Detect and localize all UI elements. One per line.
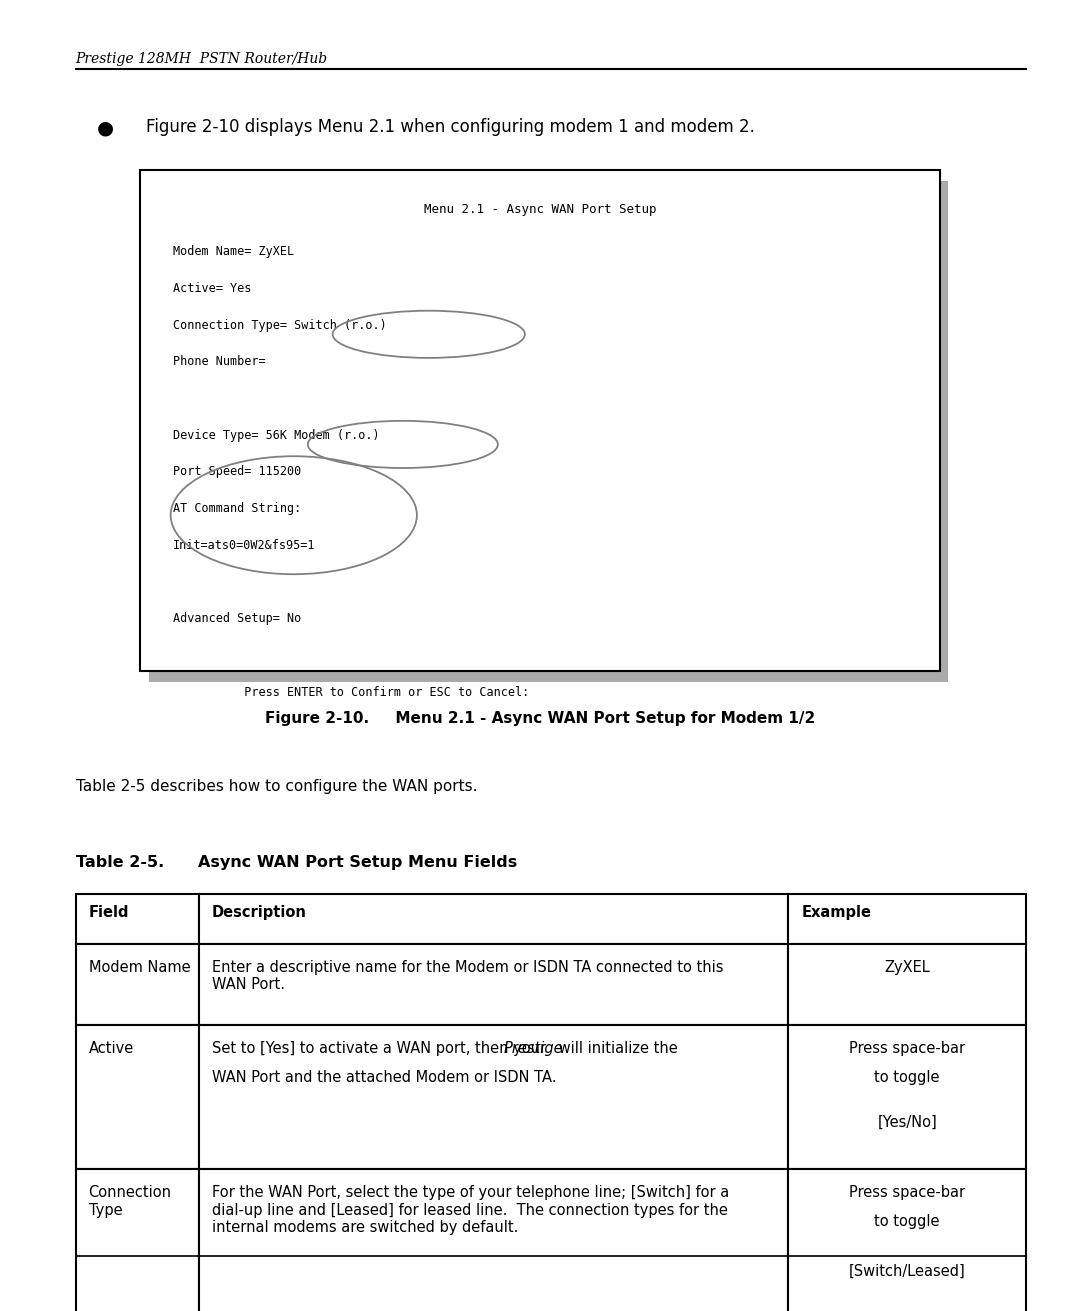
Text: Active: Active [89,1041,134,1055]
Text: [Yes/No]: [Yes/No] [877,1114,937,1129]
Text: Prestige: Prestige [504,1041,564,1055]
Bar [199,894,788,944]
Text: Field: Field [89,905,130,919]
Bar [199,1169,788,1311]
Bar [76,1025,199,1169]
Text: Description: Description [212,905,307,919]
Text: Advanced Setup= No: Advanced Setup= No [173,612,301,625]
Text: WAN Port and the attached Modem or ISDN TA.: WAN Port and the attached Modem or ISDN … [212,1070,556,1084]
Text: Hardward Installation & Initial Setup: Hardward Installation & Initial Setup [774,1280,1026,1294]
Text: Press space-bar: Press space-bar [849,1185,966,1200]
Text: Press ENTER to Confirm or ESC to Cancel:: Press ENTER to Confirm or ESC to Cancel: [173,686,529,699]
Text: ZyXEL: ZyXEL [885,960,930,974]
Bar [76,1169,199,1311]
Text: Connection Type= Switch (r.o.): Connection Type= Switch (r.o.) [173,319,387,332]
Bar [788,1169,1026,1311]
Text: Modem Name: Modem Name [89,960,190,974]
Text: Figure 2-10 displays Menu 2.1 when configuring modem 1 and modem 2.: Figure 2-10 displays Menu 2.1 when confi… [146,118,755,136]
Bar [140,170,940,671]
Text: Menu 2.1 - Async WAN Port Setup: Menu 2.1 - Async WAN Port Setup [423,203,657,216]
Text: Phone Number=: Phone Number= [173,355,266,368]
Bar [199,944,788,1025]
Bar [788,894,1026,944]
Text: Enter a descriptive name for the Modem or ISDN TA connected to this
WAN Port.: Enter a descriptive name for the Modem o… [212,960,724,992]
Bar [788,1025,1026,1169]
Text: Figure 2-10.     Menu 2.1 - Async WAN Port Setup for Modem 1/2: Figure 2-10. Menu 2.1 - Async WAN Port S… [265,711,815,725]
Text: Port Speed= 115200: Port Speed= 115200 [173,465,301,479]
Text: Set to [Yes] to activate a WAN port, then your: Set to [Yes] to activate a WAN port, the… [212,1041,551,1055]
Text: will initialize the: will initialize the [554,1041,677,1055]
Text: Init=ats0=0W2&fs95=1: Init=ats0=0W2&fs95=1 [173,539,315,552]
Text: Active= Yes: Active= Yes [173,282,252,295]
Text: Connection
Type: Connection Type [89,1185,172,1218]
Text: 2-18: 2-18 [76,1280,107,1294]
Text: [Switch/Leased]: [Switch/Leased] [849,1264,966,1278]
Bar [788,944,1026,1025]
Text: Prestige 128MH  PSTN Router/Hub: Prestige 128MH PSTN Router/Hub [76,52,327,67]
Text: to toggle: to toggle [875,1070,940,1084]
Text: For the WAN Port, select the type of your telephone line; [Switch] for a
dial-up: For the WAN Port, select the type of you… [212,1185,729,1235]
Text: Example: Example [801,905,872,919]
Text: Modem Name= ZyXEL: Modem Name= ZyXEL [173,245,294,258]
Bar [76,894,199,944]
Text: Device Type= 56K Modem (r.o.): Device Type= 56K Modem (r.o.) [173,429,379,442]
Bar [199,1025,788,1169]
Text: AT Command String:: AT Command String: [173,502,301,515]
Text: Table 2-5.      Async WAN Port Setup Menu Fields: Table 2-5. Async WAN Port Setup Menu Fie… [76,855,517,869]
Text: ●: ● [97,118,114,136]
Text: to toggle: to toggle [875,1214,940,1228]
Text: Table 2-5 describes how to configure the WAN ports.: Table 2-5 describes how to configure the… [76,779,477,793]
Bar [76,944,199,1025]
Bar [149,181,948,682]
Text: Press space-bar: Press space-bar [849,1041,966,1055]
